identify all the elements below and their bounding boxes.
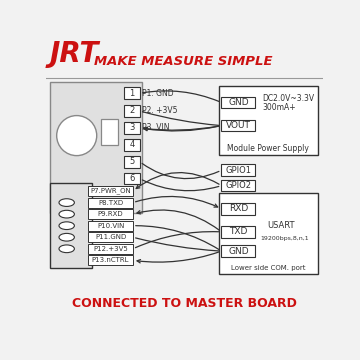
Text: P10.VIN: P10.VIN bbox=[97, 223, 124, 229]
Text: 1: 1 bbox=[130, 89, 135, 98]
Text: P13.nCTRL: P13.nCTRL bbox=[92, 257, 129, 264]
Text: JRT: JRT bbox=[50, 40, 99, 68]
FancyBboxPatch shape bbox=[88, 186, 133, 196]
Text: Lower side COM. port: Lower side COM. port bbox=[231, 265, 306, 271]
Text: GPIO2: GPIO2 bbox=[225, 181, 251, 190]
FancyBboxPatch shape bbox=[125, 105, 140, 117]
FancyBboxPatch shape bbox=[88, 255, 133, 265]
FancyBboxPatch shape bbox=[88, 198, 133, 208]
FancyBboxPatch shape bbox=[88, 221, 133, 231]
Text: Module Power Supply: Module Power Supply bbox=[228, 144, 309, 153]
FancyBboxPatch shape bbox=[221, 180, 255, 192]
FancyBboxPatch shape bbox=[88, 209, 133, 219]
Text: GPIO1: GPIO1 bbox=[225, 166, 251, 175]
Text: P11.GND: P11.GND bbox=[95, 234, 126, 240]
Circle shape bbox=[57, 116, 97, 156]
FancyBboxPatch shape bbox=[221, 165, 255, 176]
FancyBboxPatch shape bbox=[219, 86, 318, 155]
Text: P2. +3V5: P2. +3V5 bbox=[142, 107, 177, 116]
Text: P9.RXD: P9.RXD bbox=[98, 211, 123, 217]
FancyBboxPatch shape bbox=[125, 122, 140, 134]
Text: GND: GND bbox=[228, 98, 249, 107]
Text: 4: 4 bbox=[130, 140, 135, 149]
Text: 19200bps,8,n,1: 19200bps,8,n,1 bbox=[261, 235, 309, 240]
Text: P7.PWR_ON: P7.PWR_ON bbox=[90, 188, 131, 194]
FancyBboxPatch shape bbox=[221, 120, 255, 131]
Text: P8.TXD: P8.TXD bbox=[98, 199, 123, 206]
FancyBboxPatch shape bbox=[125, 87, 140, 99]
FancyBboxPatch shape bbox=[102, 119, 118, 145]
Text: P3. VIN: P3. VIN bbox=[142, 123, 170, 132]
Text: USART: USART bbox=[267, 221, 294, 230]
Text: 5: 5 bbox=[130, 157, 135, 166]
Text: MAKE MEASURE SIMPLE: MAKE MEASURE SIMPLE bbox=[94, 55, 272, 68]
Text: CONNECTED TO MASTER BOARD: CONNECTED TO MASTER BOARD bbox=[72, 297, 297, 310]
Text: RXD: RXD bbox=[229, 204, 248, 213]
Ellipse shape bbox=[59, 222, 75, 230]
Ellipse shape bbox=[59, 233, 75, 241]
FancyBboxPatch shape bbox=[221, 226, 255, 238]
Text: 2: 2 bbox=[130, 107, 135, 116]
Text: 300mA+: 300mA+ bbox=[262, 103, 296, 112]
FancyBboxPatch shape bbox=[221, 97, 255, 108]
Text: TXD: TXD bbox=[229, 228, 248, 237]
Ellipse shape bbox=[59, 245, 75, 253]
FancyBboxPatch shape bbox=[125, 139, 140, 150]
FancyBboxPatch shape bbox=[125, 156, 140, 167]
FancyBboxPatch shape bbox=[221, 245, 255, 257]
Ellipse shape bbox=[59, 210, 75, 218]
Text: P1. GND: P1. GND bbox=[142, 89, 174, 98]
FancyBboxPatch shape bbox=[88, 232, 133, 242]
Text: DC2.0V~3.3V: DC2.0V~3.3V bbox=[262, 94, 314, 103]
FancyBboxPatch shape bbox=[221, 203, 255, 215]
FancyBboxPatch shape bbox=[125, 173, 140, 184]
FancyBboxPatch shape bbox=[219, 193, 318, 274]
Text: P12.+3V5: P12.+3V5 bbox=[93, 246, 128, 252]
Text: VOUT: VOUT bbox=[226, 121, 251, 130]
FancyBboxPatch shape bbox=[50, 183, 92, 268]
Text: 6: 6 bbox=[130, 174, 135, 183]
FancyBboxPatch shape bbox=[50, 82, 142, 213]
FancyBboxPatch shape bbox=[88, 244, 133, 254]
Text: GND: GND bbox=[228, 247, 249, 256]
Ellipse shape bbox=[59, 199, 75, 206]
Text: 3: 3 bbox=[130, 123, 135, 132]
